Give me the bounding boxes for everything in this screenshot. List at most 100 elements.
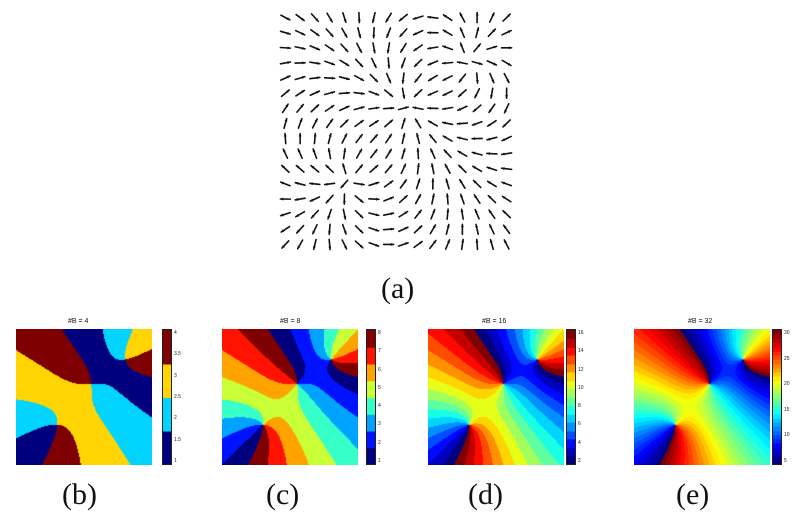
field-arrow [385, 148, 393, 159]
field-arrow [500, 46, 513, 50]
field-arrow [309, 76, 321, 80]
field-arrow [324, 44, 335, 52]
colorbar-tick-label: 14 [578, 348, 584, 355]
field-arrow [310, 13, 320, 23]
field-arrow [324, 91, 336, 96]
field-arrow [356, 42, 363, 54]
field-arrow [340, 119, 349, 128]
field-arrow [325, 194, 334, 204]
field-arrow [427, 15, 439, 19]
field-arrow [340, 43, 349, 53]
field-arrow [355, 164, 364, 174]
field-arrow [280, 75, 291, 81]
field-arrow [328, 238, 332, 251]
field-arrow [353, 74, 365, 82]
field-arrow [472, 165, 483, 173]
field-arrow [500, 152, 513, 156]
field-arrow [294, 61, 306, 65]
colorbar-tick-label: 2.5 [174, 394, 181, 400]
field-arrow [342, 163, 347, 175]
field-arrow [294, 29, 306, 36]
field-arrow [460, 238, 465, 251]
field-arrow [341, 239, 348, 250]
field-arrow [384, 164, 393, 174]
field-arrow [385, 72, 392, 84]
field-arrow [427, 74, 438, 82]
field-arrow [294, 75, 306, 81]
field-arrow [471, 60, 483, 66]
colorbar-tick-label: 25 [784, 355, 790, 362]
field-arrow [442, 14, 453, 22]
field-arrow [457, 150, 468, 158]
panel-b: #B = 4 4 3.5 3 2.5 2 1.5 1 [12, 318, 202, 468]
field-arrow [445, 193, 449, 205]
field-arrow [398, 226, 409, 233]
field-arrow [355, 148, 363, 159]
field-arrow [370, 57, 377, 69]
field-arrow [354, 119, 364, 128]
colorbar-tick-label: 1.5 [174, 436, 181, 443]
field-arrow [353, 182, 365, 186]
field-arrow [371, 11, 376, 24]
field-arrow [310, 104, 320, 113]
field-arrow [310, 28, 320, 37]
field-arrow [414, 209, 423, 219]
field-arrow [486, 45, 498, 51]
field-arrow [385, 12, 393, 23]
field-arrow [460, 208, 464, 220]
field-arrow [342, 147, 347, 160]
field-arrow [341, 223, 347, 235]
field-arrow [327, 147, 332, 160]
field-arrow [294, 181, 306, 187]
panel-title: #B = 16 [482, 318, 507, 325]
caption-d: (d) [468, 478, 503, 511]
field-arrow [475, 72, 479, 84]
field-arrow [488, 103, 496, 114]
field-arrow [369, 73, 379, 83]
field-arrow [324, 60, 336, 66]
field-arrow [502, 13, 511, 22]
field-arrow [386, 42, 391, 54]
panel-e: #B = 32 30 25 20 15 10 5 [630, 318, 796, 468]
field-arrow [427, 120, 439, 127]
field-arrow [295, 210, 306, 218]
field-arrow [382, 242, 395, 246]
field-arrow [341, 133, 348, 144]
panel-c: #B = 8 8 7 6 5 4 3 2 1 [218, 318, 408, 468]
field-arrow [489, 72, 495, 84]
field-arrow [369, 164, 379, 173]
field-arrow [387, 57, 391, 69]
field-arrow [501, 181, 513, 187]
field-arrow [459, 27, 466, 39]
field-arrow [474, 87, 481, 99]
field-arrow [456, 122, 469, 126]
field-arrow [473, 43, 482, 53]
field-arrow [503, 72, 510, 84]
field-arrow [385, 133, 393, 144]
field-arrow [295, 224, 305, 234]
field-arrow [369, 134, 378, 144]
field-arrow [311, 224, 318, 235]
field-arrow [441, 121, 454, 126]
field-arrow [486, 166, 498, 172]
field-arrow [325, 118, 334, 129]
field-arrow [399, 42, 407, 53]
field-arrow [457, 89, 467, 98]
field-arrow [414, 73, 423, 83]
field-arrow [501, 195, 512, 203]
field-arrow [459, 42, 465, 54]
field-arrow [382, 212, 395, 216]
field-arrow [323, 182, 336, 186]
field-arrow [503, 239, 510, 250]
colorbar-tick-label: 8 [378, 330, 381, 336]
field-arrow [279, 197, 292, 201]
field-arrow [295, 13, 305, 22]
field-arrow [442, 135, 453, 142]
field-arrow [279, 46, 292, 50]
field-arrow [446, 208, 450, 220]
field-arrow [323, 76, 336, 80]
field-arrow [397, 106, 410, 111]
field-arrow [296, 103, 305, 113]
field-arrow [475, 223, 480, 235]
field-arrow [489, 238, 495, 251]
